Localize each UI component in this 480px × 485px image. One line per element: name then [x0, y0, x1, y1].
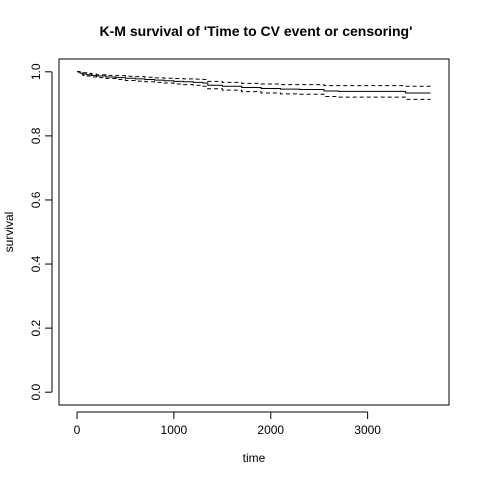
y-tick-label: 0.4: [29, 255, 43, 272]
x-tick-label: 1000: [161, 423, 188, 437]
y-tick-label: 0.2: [29, 319, 43, 336]
x-axis-label: time: [243, 451, 266, 465]
x-tick-label: 3000: [354, 423, 381, 437]
x-tick-label: 0: [74, 423, 81, 437]
y-tick-label: 0.8: [29, 127, 43, 144]
y-tick-label: 0.0: [29, 384, 43, 401]
x-axis: 0 1000 2000 3000: [74, 411, 381, 437]
series-line-lower-ci: [77, 71, 431, 100]
plot-frame: [58, 58, 450, 406]
y-tick-label: 1.0: [29, 63, 43, 80]
y-tick-label: 0.6: [29, 191, 43, 208]
y-axis: 0.0 0.2 0.4 0.6 0.8 1.0: [29, 63, 53, 401]
y-axis-label: survival: [2, 212, 16, 253]
series-line-upper-ci: [77, 71, 431, 87]
chart-title: K-M survival of 'Time to CV event or cen…: [100, 23, 413, 39]
series-layer: [77, 71, 431, 100]
x-tick-label: 2000: [257, 423, 284, 437]
series-line-estimate: [77, 71, 431, 94]
